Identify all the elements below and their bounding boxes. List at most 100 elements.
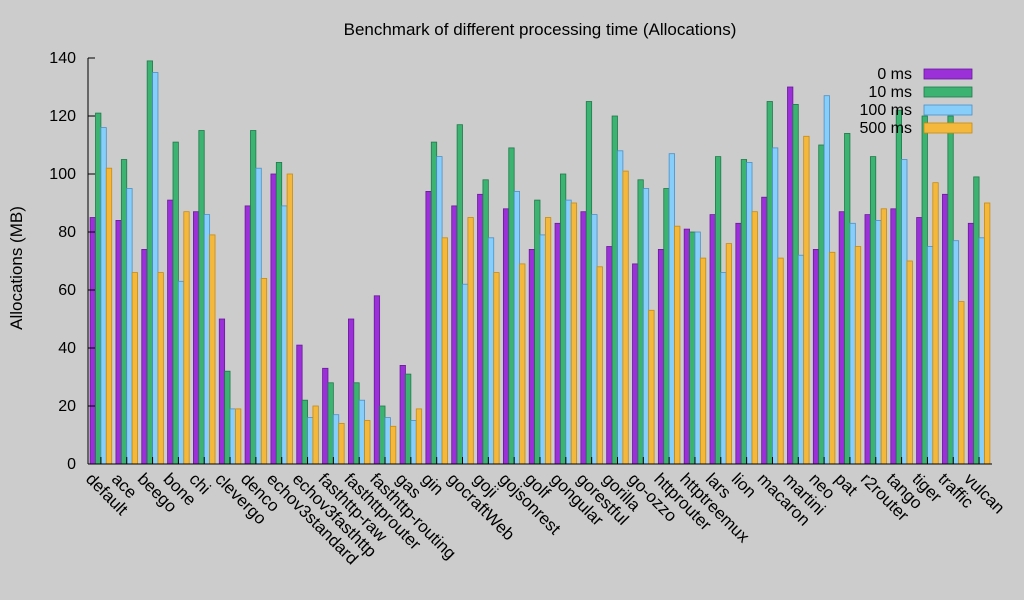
bar-traffic-0ms [942, 193, 949, 465]
bar-gas-10ms [405, 373, 412, 465]
bar-martini-10ms [792, 104, 799, 465]
bar-r2router-0ms [864, 214, 871, 465]
bar-pat-10ms [844, 132, 851, 465]
bar-go-ozzo-100ms [642, 188, 650, 465]
bar-chi-0ms [193, 211, 200, 465]
bar-tiger-500ms [932, 182, 939, 465]
bar-tango-100ms [901, 159, 908, 465]
bar-vulcan-0ms [967, 222, 975, 465]
bar-gas-0ms [399, 364, 406, 465]
bar-bone-0ms [167, 199, 174, 465]
bar-vulcan-10ms [973, 176, 980, 465]
bar-fasthttp-routing-0ms [373, 295, 381, 465]
bar-lion-0ms [735, 222, 742, 465]
bar-go-ozzo-500ms [648, 309, 655, 465]
bar-gorestful-10ms [585, 101, 593, 465]
y-tick-label: 20 [58, 398, 76, 415]
bar-fasthttp-raw-500ms [338, 422, 345, 465]
bar-echov3standard-500ms [286, 173, 293, 465]
bar-r2router-500ms [880, 208, 887, 465]
bar-neo-500ms [829, 251, 836, 465]
bar-macaron-100ms [772, 147, 779, 465]
bar-macaron-0ms [761, 196, 768, 465]
bar-httptreemux-500ms [699, 257, 707, 465]
bar-beego-0ms [141, 248, 148, 465]
bar-gocraftWeb-500ms [467, 217, 474, 465]
bar-fasthttprouter-10ms [353, 382, 360, 465]
bar-gin-100ms [436, 156, 443, 465]
bar-lars-100ms [720, 272, 727, 465]
bar-neo-100ms [823, 95, 830, 465]
bar-bone-500ms [183, 211, 190, 465]
bar-goji-10ms [482, 179, 489, 465]
bar-httprouter-500ms [674, 225, 681, 465]
legend-label: 500 ms [860, 120, 912, 137]
bar-clevergo-10ms [224, 370, 231, 465]
bar-fasthttp-raw-0ms [322, 367, 329, 465]
bar-golf-0ms [528, 248, 536, 465]
bar-gin-10ms [430, 141, 438, 465]
bar-gocraftWeb-100ms [462, 283, 469, 465]
bar-goji-500ms [493, 272, 500, 465]
bar-fasthttprouter-100ms [358, 399, 366, 465]
bar-pat-100ms [849, 222, 856, 465]
bar-gocraftWeb-10ms [456, 124, 463, 465]
legend-label: 10 ms [868, 84, 912, 101]
bar-vulcan-100ms [978, 237, 985, 465]
bar-gojsonrest-0ms [502, 208, 510, 465]
bar-httprouter-0ms [657, 248, 665, 465]
bar-httprouter-100ms [668, 153, 675, 465]
bar-golf-500ms [545, 217, 552, 465]
y-tick-label: 100 [49, 166, 76, 183]
bar-default-500ms [105, 167, 113, 465]
bar-beego-100ms [152, 72, 159, 465]
bar-gongular-0ms [554, 222, 561, 465]
bar-gongular-10ms [560, 173, 567, 465]
bar-httptreemux-10ms [689, 231, 696, 465]
bar-tango-500ms [906, 260, 913, 465]
bar-beego-500ms [157, 272, 164, 465]
bar-denco-10ms [250, 130, 257, 465]
bar-lars-0ms [709, 214, 716, 465]
bar-bone-10ms [172, 141, 179, 465]
bar-default-100ms [100, 127, 107, 465]
bar-vulcan-500ms [984, 202, 991, 465]
bar-httptreemux-0ms [683, 228, 690, 465]
y-axis-label: Allocations (MB) [7, 206, 26, 330]
legend-label: 100 ms [860, 102, 912, 119]
bar-gorestful-100ms [591, 214, 598, 465]
bar-echov3fasthttp-500ms [312, 405, 319, 465]
bar-lars-500ms [725, 243, 733, 465]
bar-httprouter-10ms [663, 188, 670, 465]
bar-gorestful-0ms [580, 211, 587, 465]
bar-lion-10ms [740, 159, 748, 465]
bar-gojsonrest-100ms [513, 190, 520, 465]
bar-fasthttp-routing-500ms [390, 425, 397, 465]
bar-default-10ms [95, 112, 102, 465]
bar-gas-100ms [410, 420, 417, 465]
bar-echov3fasthttp-100ms [307, 417, 314, 465]
bar-gas-500ms [415, 408, 423, 465]
bar-golf-10ms [534, 199, 541, 465]
bar-martini-500ms [803, 135, 810, 465]
bar-gongular-100ms [565, 199, 572, 465]
bar-macaron-500ms [777, 257, 784, 465]
bar-gorestful-500ms [596, 266, 603, 465]
bar-golf-100ms [539, 234, 546, 465]
bar-fasthttp-raw-100ms [332, 414, 340, 465]
bar-bone-100ms [177, 280, 185, 465]
bar-goji-100ms [487, 237, 495, 465]
bar-macaron-10ms [766, 101, 773, 465]
bar-traffic-100ms [952, 240, 960, 465]
bar-tango-0ms [890, 208, 897, 465]
bar-tango-10ms [895, 109, 903, 465]
bar-gorilla-500ms [622, 170, 629, 465]
bar-lion-100ms [746, 161, 753, 465]
bar-lion-500ms [751, 211, 758, 465]
legend-swatch [923, 86, 973, 98]
bar-gorilla-100ms [617, 150, 624, 465]
bar-gorilla-10ms [611, 115, 618, 465]
chart-title: Benchmark of different processing time (… [344, 20, 737, 39]
bar-denco-100ms [255, 167, 262, 465]
